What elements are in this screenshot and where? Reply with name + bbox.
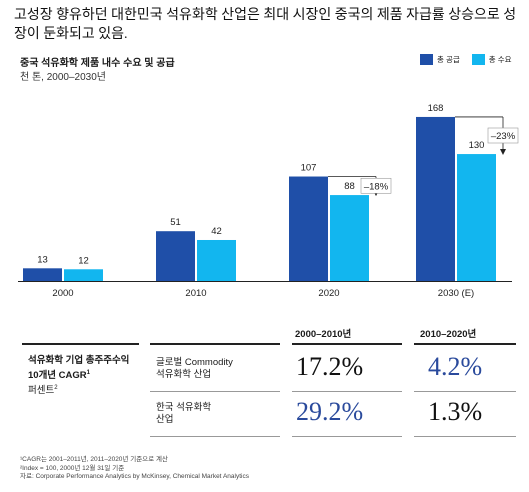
headline: 고성장 향유하던 대한민국 석유화학 산업은 최대 시장인 중국의 제품 자급률… — [14, 8, 517, 42]
bar-demand-2020 — [330, 195, 369, 281]
legend-swatch-demand — [471, 54, 485, 65]
bar-demand-2010 — [197, 239, 236, 281]
row-label-global-line1: 글로벌 Commodity — [156, 357, 233, 368]
data-label-demand-2010: 42 — [211, 226, 222, 237]
column-header-2000-2010: 2000–2010년 — [295, 329, 352, 340]
metric-cagr-footnote: 1 — [86, 370, 91, 376]
legend-swatch-supply — [420, 54, 433, 65]
row-label-global-line2: 석유화학 산업 — [156, 369, 212, 380]
data-label-demand-2000: 12 — [78, 255, 89, 266]
column-header-2010-2020: 2010–2020년 — [420, 329, 477, 340]
data-label-supply-2020: 107 — [301, 163, 317, 174]
table-rule-col2 — [414, 343, 516, 345]
table-rule-col1 — [292, 343, 402, 345]
value-global-2000-2010: 17.2% — [296, 352, 364, 381]
row-label-korea-line1: 한국 석유화학 — [156, 402, 212, 413]
bar-supply-2030 — [416, 116, 455, 281]
metric-unit: 퍼센트2 — [28, 382, 129, 397]
metric-unit-text: 퍼센트 — [28, 385, 55, 397]
metric-name: 석유화학 기업 총주주수익 — [28, 355, 130, 366]
bar-supply-2010 — [156, 231, 195, 281]
tick-label-2010: 2010 — [185, 288, 206, 299]
row-divider-label — [150, 391, 280, 392]
data-label-demand-2030: 130 — [469, 140, 485, 151]
data-label-supply-2000: 13 — [37, 254, 48, 265]
bar-supply-2000 — [23, 268, 62, 281]
row-divider-bottom-col1 — [292, 436, 402, 437]
value-korea-2010-2020: 1.3% — [428, 397, 483, 426]
metric-cagr: 10개년 CAGR — [28, 370, 87, 382]
row-divider-col2 — [414, 391, 516, 392]
annotation-text-2020: –18% — [364, 181, 389, 192]
bar-demand-2000 — [64, 269, 103, 281]
tick-label-2030: 2030 (E) — [438, 288, 474, 299]
row-divider-bottom-col2 — [414, 436, 516, 437]
legend-label-demand: 총 수요 — [488, 55, 512, 64]
metric-label: 석유화학 기업 총주주수익 10개년 CAGR1 퍼센트2 — [28, 355, 129, 397]
row-label-korea-line2: 산업 — [156, 414, 174, 425]
tick-label-2020: 2020 — [318, 288, 339, 299]
annotation-text-2030: –23% — [491, 131, 516, 142]
table-rule-left — [22, 343, 139, 345]
annotation-arrowhead-2030 — [500, 149, 506, 156]
annotation-box-2030 — [487, 127, 519, 144]
bar-supply-2020 — [289, 176, 328, 281]
value-global-2010-2020: 4.2% — [428, 352, 483, 381]
data-label-demand-2020: 88 — [344, 181, 355, 192]
metric-unit-footnote: 2 — [54, 385, 58, 392]
footnote-2: ²Index = 100, 2000년 12월 31일 기준 — [20, 464, 125, 472]
data-label-supply-2010: 51 — [170, 217, 181, 228]
row-divider-col1 — [292, 391, 402, 392]
chart-legend: 총 공급 총 수요 — [420, 54, 524, 65]
row-label-korea: 한국 석유화학 산업 — [156, 402, 211, 426]
footnote-source: 자료: Corporate Performance Analytics by M… — [20, 473, 249, 480]
value-korea-2000-2010: 29.2% — [296, 397, 364, 426]
bar-chart: 13 12 2000 51 42 2010 107 88 2020 –18% 168 130 2030 … — [18, 103, 519, 299]
table-rule-label — [150, 343, 280, 345]
footnotes: ¹CAGR는 2001–2011년, 2011–2020년 기준으로 계산 ²I… — [20, 456, 249, 482]
chart-title: 중국 석유화학 제품 내수 수요 및 공급 — [20, 58, 175, 69]
legend-label-supply: 총 공급 — [437, 55, 460, 64]
footnote-1: ¹CAGR는 2001–2011년, 2011–2020년 기준으로 계산 — [20, 456, 168, 463]
tick-label-2000: 2000 — [52, 288, 73, 299]
chart-subtitle: 천 톤, 2000–2030년 — [20, 72, 106, 83]
legend-item-demand: 총 수요 — [471, 54, 512, 65]
annotation-box-2020 — [360, 177, 392, 194]
legend-item-supply: 총 공급 — [420, 54, 460, 65]
data-label-supply-2030: 168 — [428, 103, 444, 114]
row-label-global: 글로벌 Commodity 석유화학 산업 — [156, 357, 233, 381]
row-divider-bottom-label — [150, 436, 280, 437]
bar-demand-2030 — [457, 154, 496, 281]
